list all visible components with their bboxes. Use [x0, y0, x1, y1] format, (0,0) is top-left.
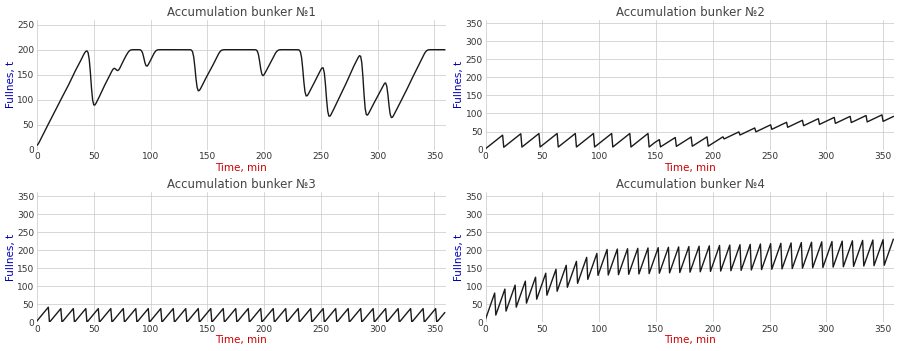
Y-axis label: Fullnes, t: Fullnes, t: [454, 234, 464, 281]
Y-axis label: Fullnes, t: Fullnes, t: [5, 61, 15, 108]
Y-axis label: Fullnes, t: Fullnes, t: [5, 234, 15, 281]
Title: Accumulation bunker №4: Accumulation bunker №4: [616, 178, 764, 191]
Title: Accumulation bunker №1: Accumulation bunker №1: [167, 6, 316, 19]
Y-axis label: Fullnes, t: Fullnes, t: [454, 61, 464, 108]
X-axis label: Time, min: Time, min: [215, 163, 267, 173]
X-axis label: Time, min: Time, min: [215, 336, 267, 345]
Title: Accumulation bunker №2: Accumulation bunker №2: [616, 6, 764, 19]
X-axis label: Time, min: Time, min: [664, 163, 716, 173]
Title: Accumulation bunker №3: Accumulation bunker №3: [167, 178, 316, 191]
X-axis label: Time, min: Time, min: [664, 336, 716, 345]
